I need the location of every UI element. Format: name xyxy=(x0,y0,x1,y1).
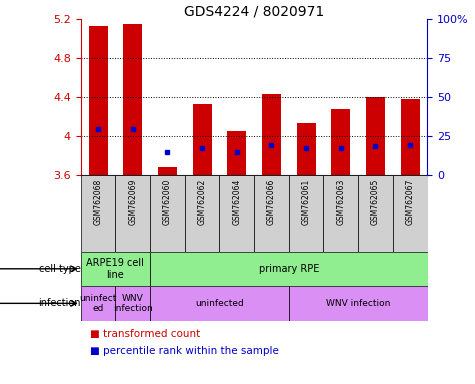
FancyBboxPatch shape xyxy=(289,286,428,321)
Text: GSM762060: GSM762060 xyxy=(163,179,172,225)
Bar xyxy=(262,94,281,175)
Text: GSM762065: GSM762065 xyxy=(371,179,380,225)
FancyBboxPatch shape xyxy=(115,286,150,321)
FancyBboxPatch shape xyxy=(323,175,358,252)
Text: GSM762067: GSM762067 xyxy=(406,179,415,225)
FancyBboxPatch shape xyxy=(393,175,428,252)
Bar xyxy=(123,24,142,175)
FancyBboxPatch shape xyxy=(150,286,289,321)
Bar xyxy=(400,99,420,175)
Bar xyxy=(88,26,108,175)
Text: ■ transformed count: ■ transformed count xyxy=(90,329,200,339)
Text: GSM762061: GSM762061 xyxy=(302,179,311,225)
FancyBboxPatch shape xyxy=(115,175,150,252)
Bar xyxy=(331,109,351,175)
FancyBboxPatch shape xyxy=(358,175,393,252)
Text: infection: infection xyxy=(38,298,81,308)
Bar xyxy=(158,167,177,175)
Text: uninfect
ed: uninfect ed xyxy=(79,294,117,313)
Text: cell type: cell type xyxy=(39,264,81,274)
Text: WNV
infection: WNV infection xyxy=(113,294,152,313)
FancyBboxPatch shape xyxy=(81,175,115,252)
FancyBboxPatch shape xyxy=(219,175,254,252)
Bar xyxy=(366,97,385,175)
FancyBboxPatch shape xyxy=(81,286,115,321)
FancyBboxPatch shape xyxy=(254,175,289,252)
Text: GSM762068: GSM762068 xyxy=(94,179,103,225)
Title: GDS4224 / 8020971: GDS4224 / 8020971 xyxy=(184,4,324,18)
Text: GSM762064: GSM762064 xyxy=(232,179,241,225)
Text: GSM762069: GSM762069 xyxy=(128,179,137,225)
Bar xyxy=(192,104,212,175)
Text: primary RPE: primary RPE xyxy=(258,264,319,274)
Text: WNV infection: WNV infection xyxy=(326,299,390,308)
Bar xyxy=(296,123,316,175)
FancyBboxPatch shape xyxy=(150,252,428,286)
FancyBboxPatch shape xyxy=(81,252,150,286)
Text: uninfected: uninfected xyxy=(195,299,244,308)
Text: GSM762066: GSM762066 xyxy=(267,179,276,225)
Text: GSM762063: GSM762063 xyxy=(336,179,345,225)
FancyBboxPatch shape xyxy=(150,175,185,252)
Bar xyxy=(227,131,247,175)
Text: ARPE19 cell
line: ARPE19 cell line xyxy=(86,258,144,280)
FancyBboxPatch shape xyxy=(289,175,323,252)
FancyBboxPatch shape xyxy=(185,175,219,252)
Text: ■ percentile rank within the sample: ■ percentile rank within the sample xyxy=(90,346,279,356)
Text: GSM762062: GSM762062 xyxy=(198,179,207,225)
